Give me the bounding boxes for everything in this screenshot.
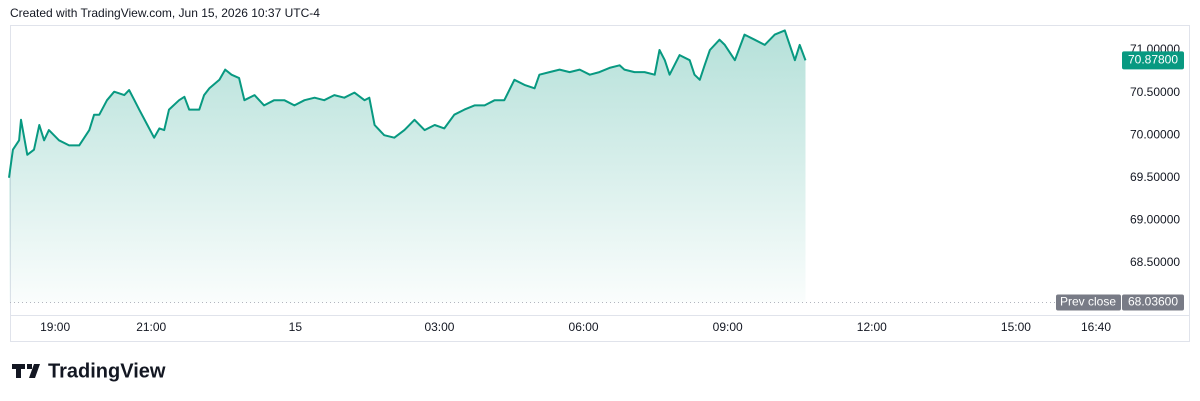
logo	[12, 364, 40, 378]
y-tick-label: 68.50000	[1130, 255, 1180, 269]
x-tick-label: 21:00	[136, 320, 166, 334]
x-tick-label: 19:00	[40, 320, 70, 334]
header: Created with TradingView.com, Jun 15, 20…	[10, 6, 320, 20]
y-tick-label: 70.50000	[1130, 85, 1180, 99]
y-tick-label: 69.00000	[1130, 213, 1180, 227]
brand: TradingView	[48, 360, 166, 382]
x-tick-label: 15:00	[1001, 320, 1031, 334]
prev-close-value: 68.03600	[1128, 295, 1178, 309]
last-price-tag	[1122, 51, 1184, 70]
price-line	[8, 29, 807, 178]
x-tick-label: 12:00	[857, 320, 887, 334]
x-tick-label: 03:00	[424, 320, 454, 334]
prev-close-value-tag	[1122, 294, 1184, 311]
x-tick-label: 16:40	[1081, 320, 1111, 334]
last-price-label: 70.87800	[1128, 53, 1178, 67]
x-tick-label: 15	[289, 320, 303, 334]
y-tick-label: 70.00000	[1130, 127, 1180, 141]
y-tick-label: 69.50000	[1130, 170, 1180, 184]
x-tick-label: 06:00	[569, 320, 599, 334]
x-tick-label: 09:00	[713, 320, 743, 334]
prev-close-tag	[1056, 294, 1121, 311]
prev-close-label: Prev close	[1060, 295, 1116, 309]
area-fill	[9, 30, 806, 303]
